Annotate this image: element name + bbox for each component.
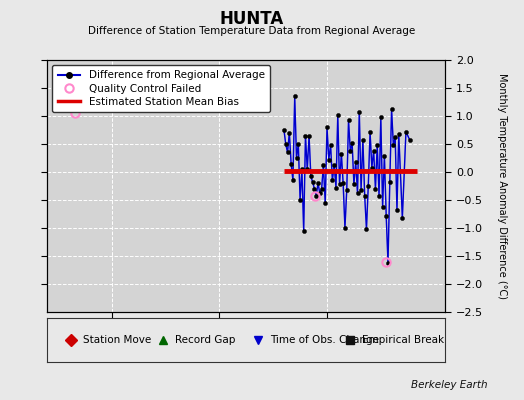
Text: Empirical Break: Empirical Break [362, 335, 444, 345]
Text: HUNTA: HUNTA [220, 10, 283, 28]
Text: Station Move: Station Move [83, 335, 151, 345]
Text: Difference of Station Temperature Data from Regional Average: Difference of Station Temperature Data f… [88, 26, 415, 36]
Text: Time of Obs. Change: Time of Obs. Change [270, 335, 379, 345]
Text: Berkeley Earth: Berkeley Earth [411, 380, 487, 390]
Legend: Difference from Regional Average, Quality Control Failed, Estimated Station Mean: Difference from Regional Average, Qualit… [52, 65, 270, 112]
Y-axis label: Monthly Temperature Anomaly Difference (°C): Monthly Temperature Anomaly Difference (… [497, 73, 507, 299]
Text: Record Gap: Record Gap [174, 335, 235, 345]
